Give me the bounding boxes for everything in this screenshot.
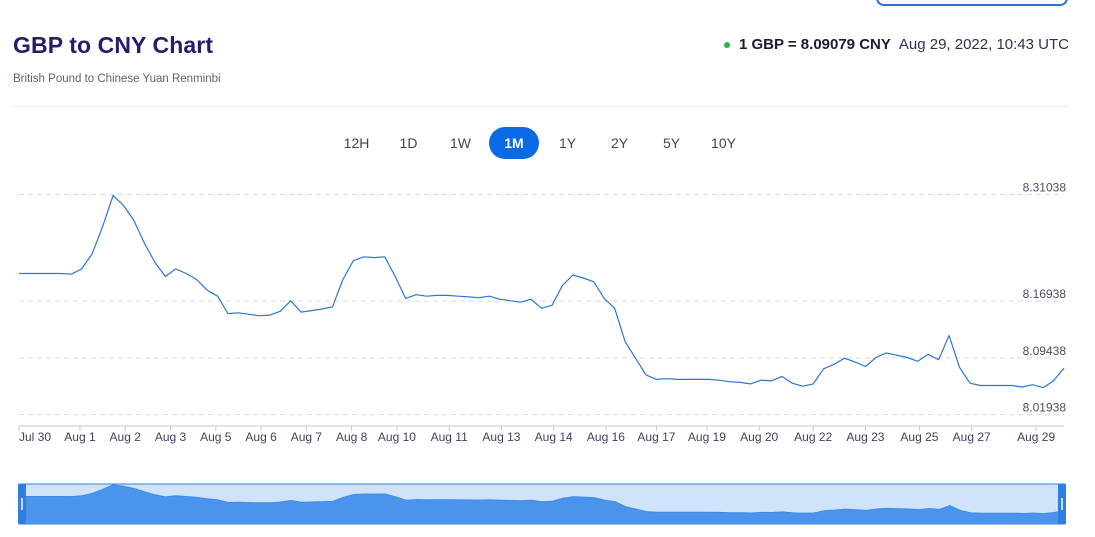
x-tick-label: Aug 27 [953, 430, 991, 444]
page-title: GBP to CNY Chart [13, 32, 214, 58]
live-rate: 1 GBP = 8.09079 CNY Aug 29, 2022, 10:43 … [723, 36, 1069, 53]
y-tick-label: 8.31038 [1023, 180, 1067, 194]
tab-1y[interactable]: 1Y [558, 135, 577, 151]
navigator-area [18, 484, 1066, 525]
tab-5y[interactable]: 5Y [662, 135, 681, 151]
current-rate: 1 GBP = 8.09079 CNY [738, 36, 891, 53]
tab-12h[interactable]: 12H [343, 135, 370, 151]
rate-timestamp: Aug 29, 2022, 10:43 UTC [898, 36, 1069, 53]
x-tick-label: Aug 11 [431, 430, 468, 444]
x-tick-label: Aug 17 [637, 430, 675, 444]
tab-1w[interactable]: 1W [450, 135, 471, 151]
tab-2y[interactable]: 2Y [610, 135, 629, 151]
tab-1m[interactable]: 1M [489, 127, 539, 159]
x-tick-label: Aug 10 [378, 430, 416, 444]
rate-line [19, 194, 1065, 389]
rate-chart[interactable]: 8.31038 8.16938 8.09438 8.01938 Jul 30 Aug 1 A… [0, 175, 1095, 450]
y-tick-label: 8.01938 [1023, 401, 1067, 415]
x-tick-label: Aug 3 [155, 430, 187, 444]
page-subtitle: British Pound to Chinese Yuan Renminbi [13, 73, 221, 85]
top-dropdown-edge[interactable] [876, 0, 1068, 6]
tab-10y[interactable]: 10Y [711, 135, 736, 151]
x-tick-label: Aug 22 [794, 430, 832, 444]
x-tick-label: Aug 25 [900, 430, 938, 444]
x-tick-label: Aug 6 [245, 430, 277, 444]
y-tick-label: 8.09438 [1023, 344, 1067, 358]
range-tabs: 12H 1D 1W 1M 1Y 2Y 5Y 10Y [333, 127, 749, 159]
y-tick-label: 8.16938 [1023, 287, 1067, 301]
x-tick-label: Aug 5 [200, 430, 232, 444]
x-tick-label: Aug 14 [535, 430, 573, 444]
x-tick-label: Aug 23 [846, 430, 884, 444]
range-navigator[interactable] [0, 478, 1095, 528]
x-tick-label: Aug 16 [587, 430, 625, 444]
x-tick-label: Aug 7 [291, 430, 323, 444]
x-tick-label: Aug 19 [688, 430, 726, 444]
live-indicator-dot [723, 41, 730, 48]
x-tick-label: Aug 20 [740, 430, 778, 444]
header-divider [13, 106, 1069, 107]
x-tick-label: Aug 29 [1017, 430, 1055, 444]
x-tick-label: Aug 13 [482, 430, 520, 444]
x-tick-label: Aug 2 [110, 430, 142, 444]
x-tick-label: Aug 8 [336, 430, 368, 444]
tab-1d[interactable]: 1D [399, 135, 418, 151]
x-tick-label: Aug 1 [64, 430, 96, 444]
x-tick-label: Jul 30 [19, 430, 51, 444]
